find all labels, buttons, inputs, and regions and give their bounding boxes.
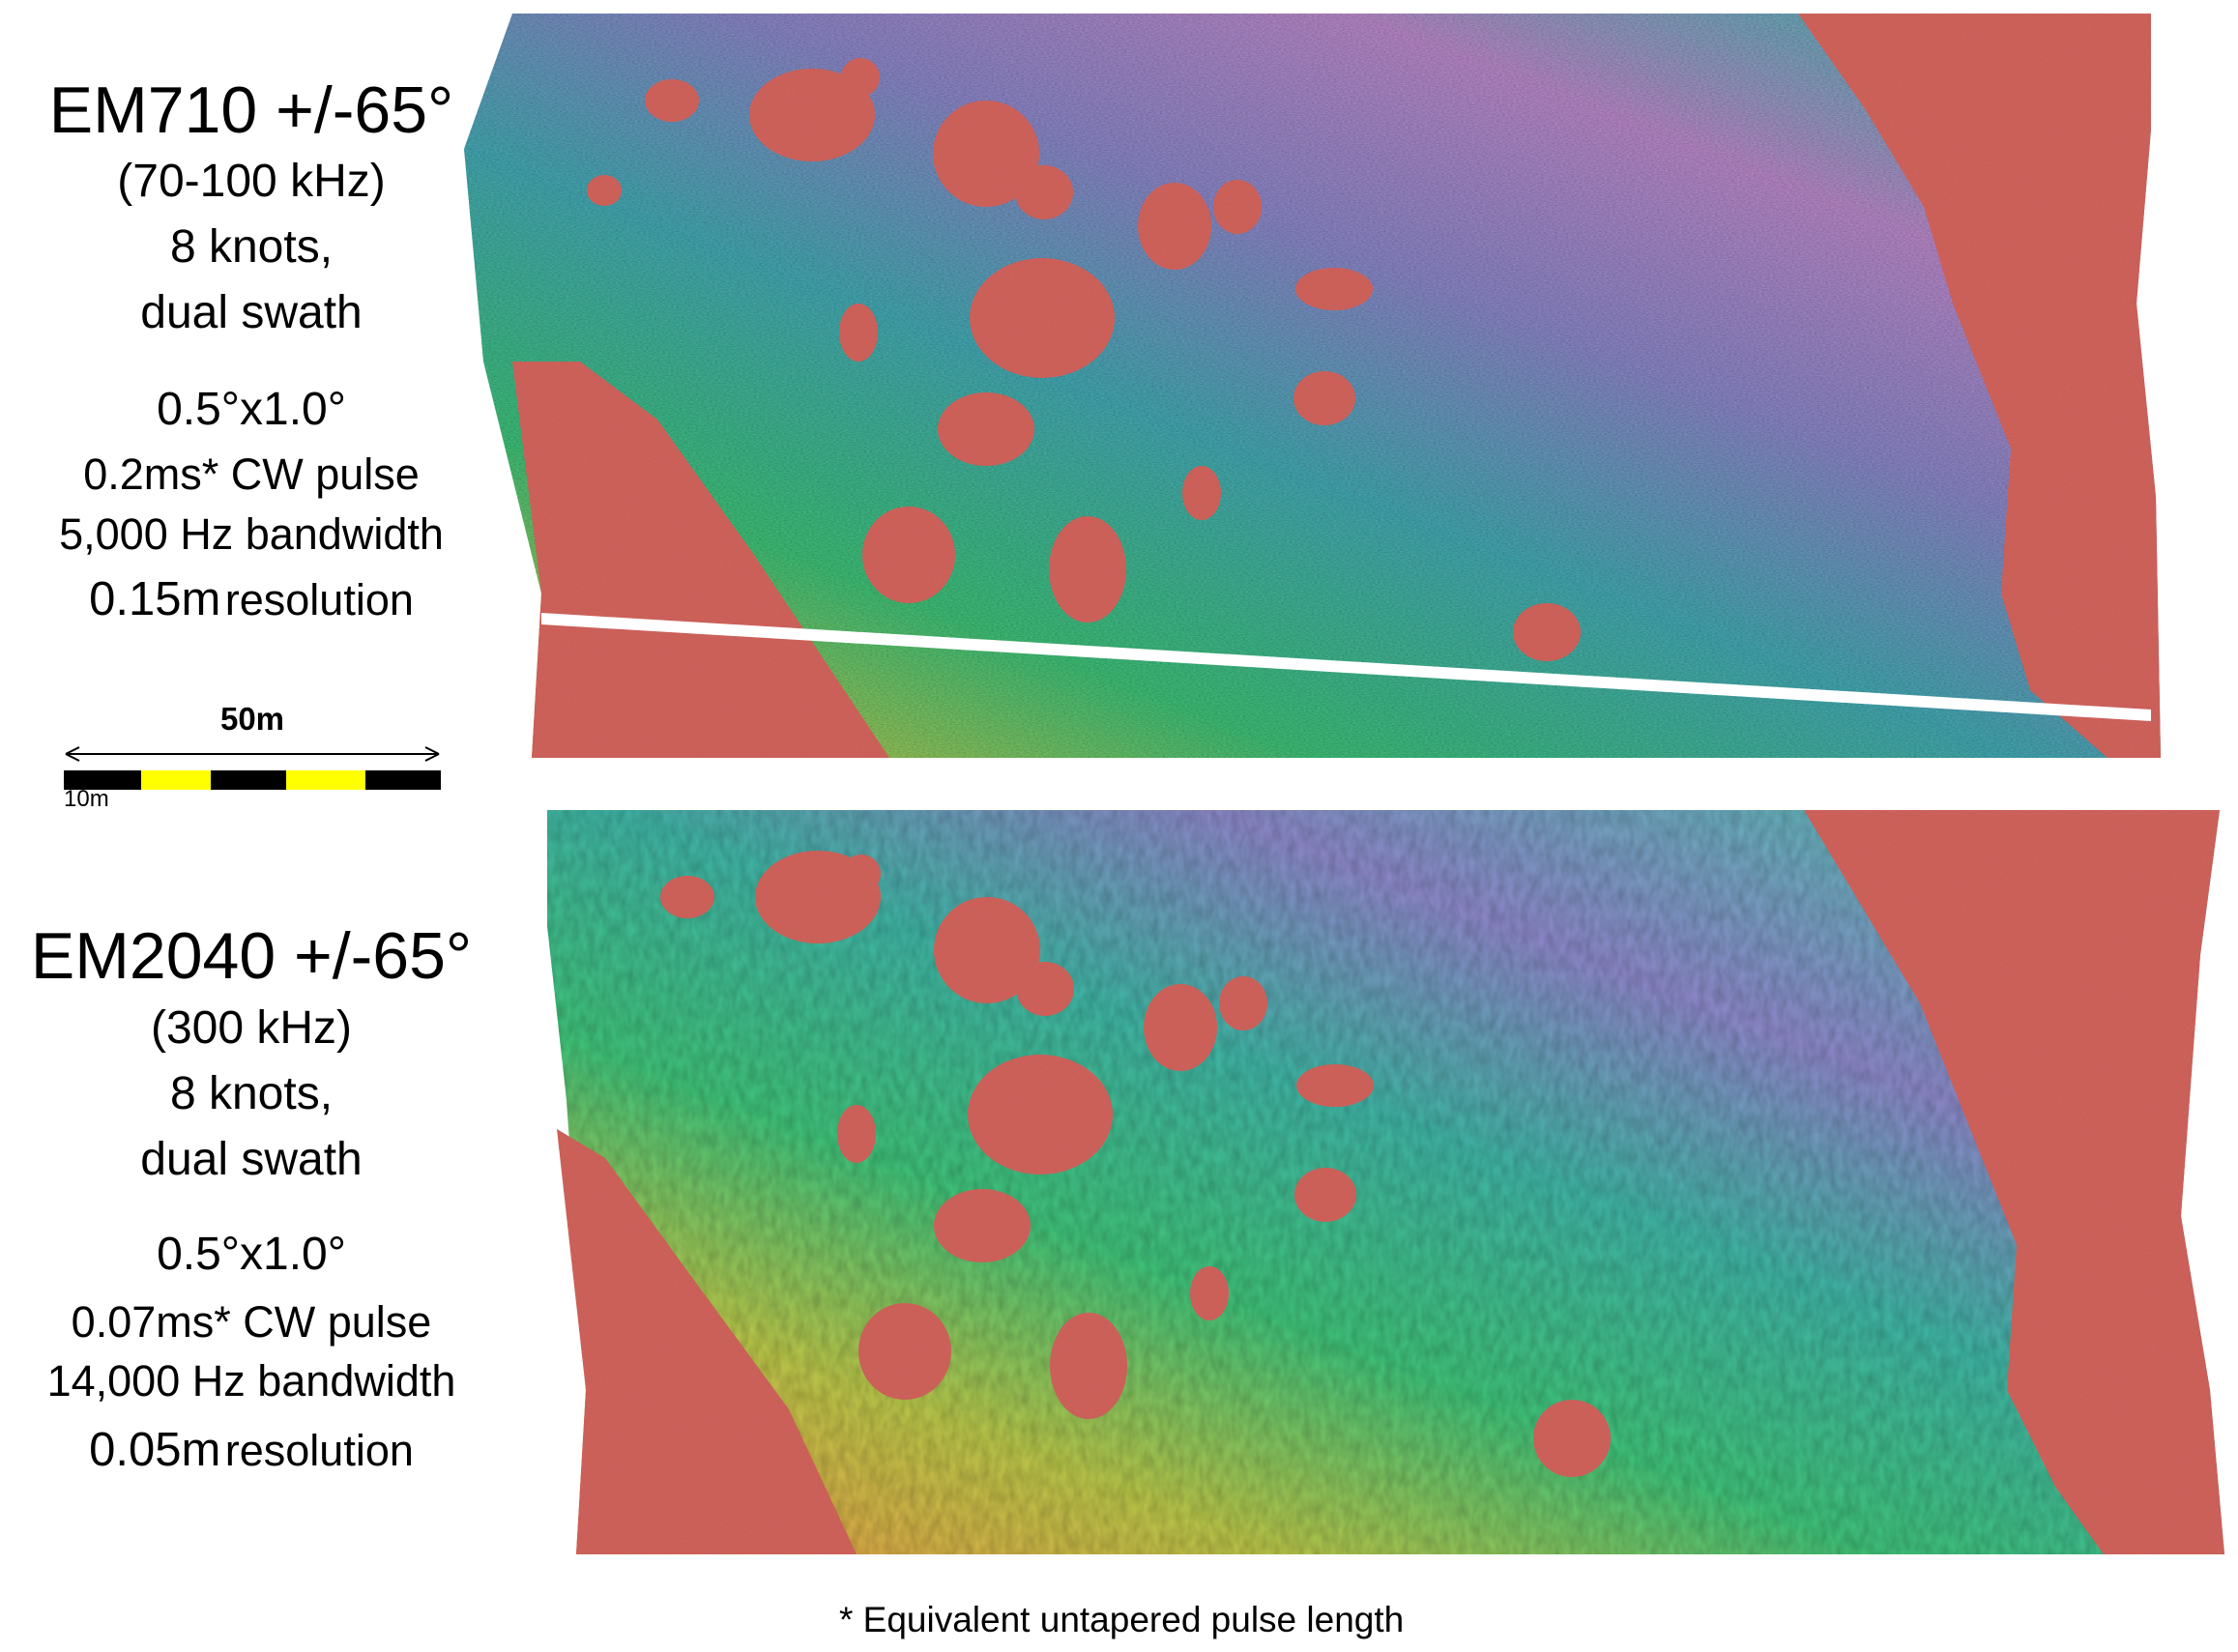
top-resolution-word: resolution <box>224 575 414 624</box>
top-beamwidth: 0.5°x1.0° <box>157 384 346 435</box>
scale-bar: 50m 10m <box>64 701 441 815</box>
scale-bar-segments <box>64 770 441 790</box>
em710-bathymetry-map <box>464 14 2161 758</box>
bottom-resolution: 0.05m resolution <box>0 1427 503 1474</box>
top-resolution-value: 0.15m <box>89 573 221 625</box>
footnote: * Equivalent untapered pulse length <box>839 1600 1405 1639</box>
em2040-bathymetry-map <box>547 810 2224 1554</box>
scale-bar-segment <box>286 770 365 790</box>
scale-bar-total-label: 50m <box>219 701 285 737</box>
bottom-bandwidth: 14,000 Hz bandwidth <box>46 1356 456 1406</box>
scale-bar-segment <box>365 770 441 790</box>
scale-bar-graphic <box>64 746 441 790</box>
top-bandwidth: 5,000 Hz bandwidth <box>59 509 444 559</box>
em710-data-gap-line <box>541 613 2151 721</box>
bottom-title: EM2040 +/-65° <box>30 919 473 993</box>
em710-rock-outcrops <box>512 14 2161 758</box>
top-title: EM710 +/-65° <box>48 73 454 147</box>
bottom-pulse: 0.07ms* CW pulse <box>71 1297 432 1347</box>
bottom-mode: dual swath <box>140 1134 363 1185</box>
top-speed: 8 knots, <box>169 221 334 273</box>
top-mode: dual swath <box>140 287 363 338</box>
scale-bar-segment <box>141 770 211 790</box>
bottom-resolution-word: resolution <box>224 1426 414 1475</box>
bottom-frequency: (300 kHz) <box>150 1002 353 1054</box>
scale-bar-arrow <box>65 746 440 762</box>
scale-bar-segment <box>64 770 141 790</box>
bottom-beamwidth: 0.5°x1.0° <box>157 1229 346 1280</box>
top-pulse: 0.2ms* CW pulse <box>83 449 420 499</box>
em2040-rock-outcrops <box>557 810 2224 1554</box>
scale-bar-segment-label: 10m <box>64 786 109 812</box>
scale-bar-segment <box>211 770 286 790</box>
top-resolution: 0.15m resolution <box>0 576 503 623</box>
bottom-resolution-value: 0.05m <box>89 1424 221 1476</box>
top-frequency: (70-100 kHz) <box>117 156 386 207</box>
bottom-speed: 8 knots, <box>169 1068 334 1119</box>
